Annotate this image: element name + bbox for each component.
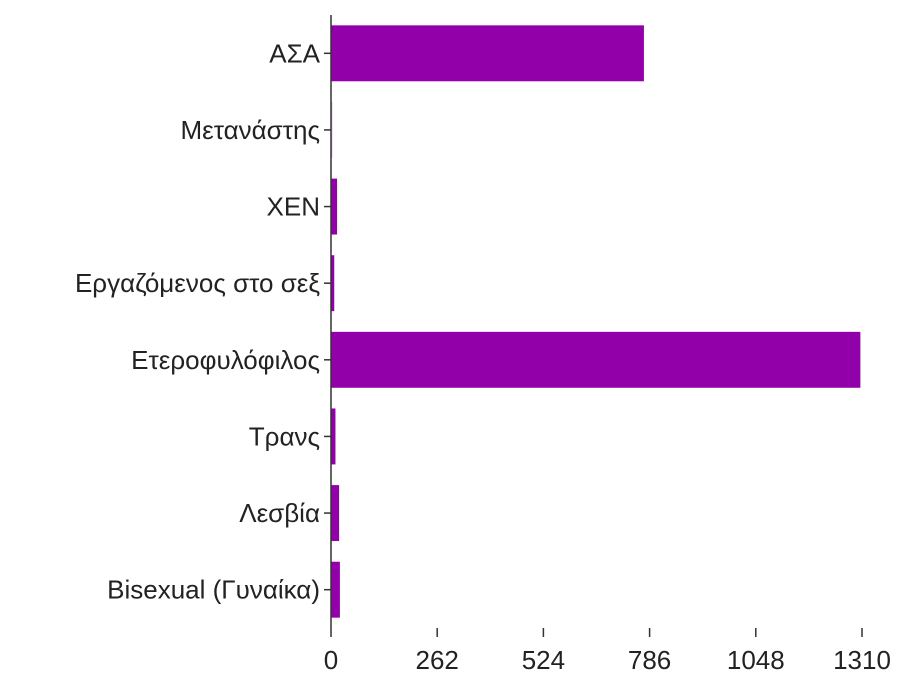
bar-λεσβία xyxy=(331,485,340,542)
bar-εργαζόμενος-στο-σεξ xyxy=(331,255,335,312)
bars xyxy=(331,25,861,618)
y-tick-label: Bisexual (Γυναίκα) xyxy=(107,575,320,605)
x-tick-label: 524 xyxy=(522,645,565,675)
labels: ΑΣΑ Μετανάστης ΧΕΝ Εργαζόμενος στο σεξ Ετερο… xyxy=(75,38,891,675)
axes xyxy=(324,15,863,637)
y-tick-label: ΑΣΑ xyxy=(269,38,320,68)
bar-χεν xyxy=(331,178,338,235)
bar-bisexual-γυναίκα xyxy=(331,561,340,618)
x-tick-label: 786 xyxy=(628,645,671,675)
y-tick-label: Λεσβία xyxy=(239,498,320,528)
y-tick-label: Μετανάστης xyxy=(180,115,320,145)
y-tick-label: ΧΕΝ xyxy=(267,192,320,222)
y-tick-label: Ετεροφυλόφιλος xyxy=(131,345,320,375)
bar-τρανς xyxy=(331,408,336,465)
x-tick-label: 1310 xyxy=(833,645,891,675)
y-tick-label: Εργαζόμενος στο σεξ xyxy=(75,268,320,298)
y-tick-label: Τρανς xyxy=(249,421,320,451)
bar-ετεροφυλόφιλος xyxy=(331,331,861,388)
x-tick-label: 0 xyxy=(324,645,338,675)
bar-ασα xyxy=(331,25,644,82)
x-tick-label: 1048 xyxy=(727,645,785,675)
x-tick-label: 262 xyxy=(416,645,459,675)
